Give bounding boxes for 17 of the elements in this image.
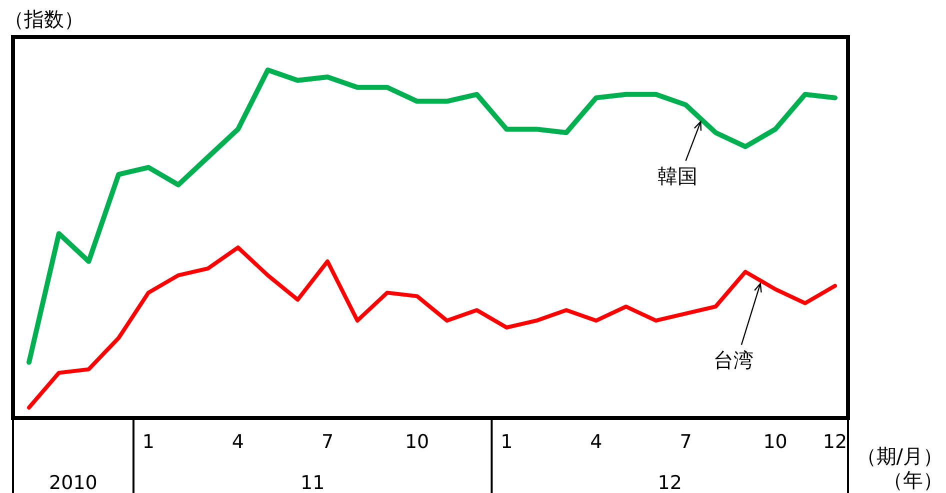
x-tick-label: 12	[822, 431, 848, 453]
series-label: 台湾	[713, 348, 754, 372]
text: （年）	[883, 468, 943, 492]
x-tick-label: 7	[321, 431, 334, 453]
text: 2010	[49, 472, 98, 493]
x-tick-label: 10	[763, 431, 788, 453]
text: 12	[658, 472, 682, 493]
x-tick-label: 4	[590, 431, 602, 453]
x-tick-label: 1	[500, 431, 513, 453]
x-tick-label: 10	[404, 431, 430, 453]
x-tick-label: 4	[232, 431, 244, 453]
x-axis-title: （期/月）	[856, 444, 943, 468]
x-tick-label: 7	[680, 431, 692, 453]
series-label: 韓国	[658, 164, 698, 188]
y-axis-title: （指数）	[4, 7, 84, 31]
text: 11	[300, 472, 325, 493]
x-tick-label: 1	[142, 431, 154, 453]
